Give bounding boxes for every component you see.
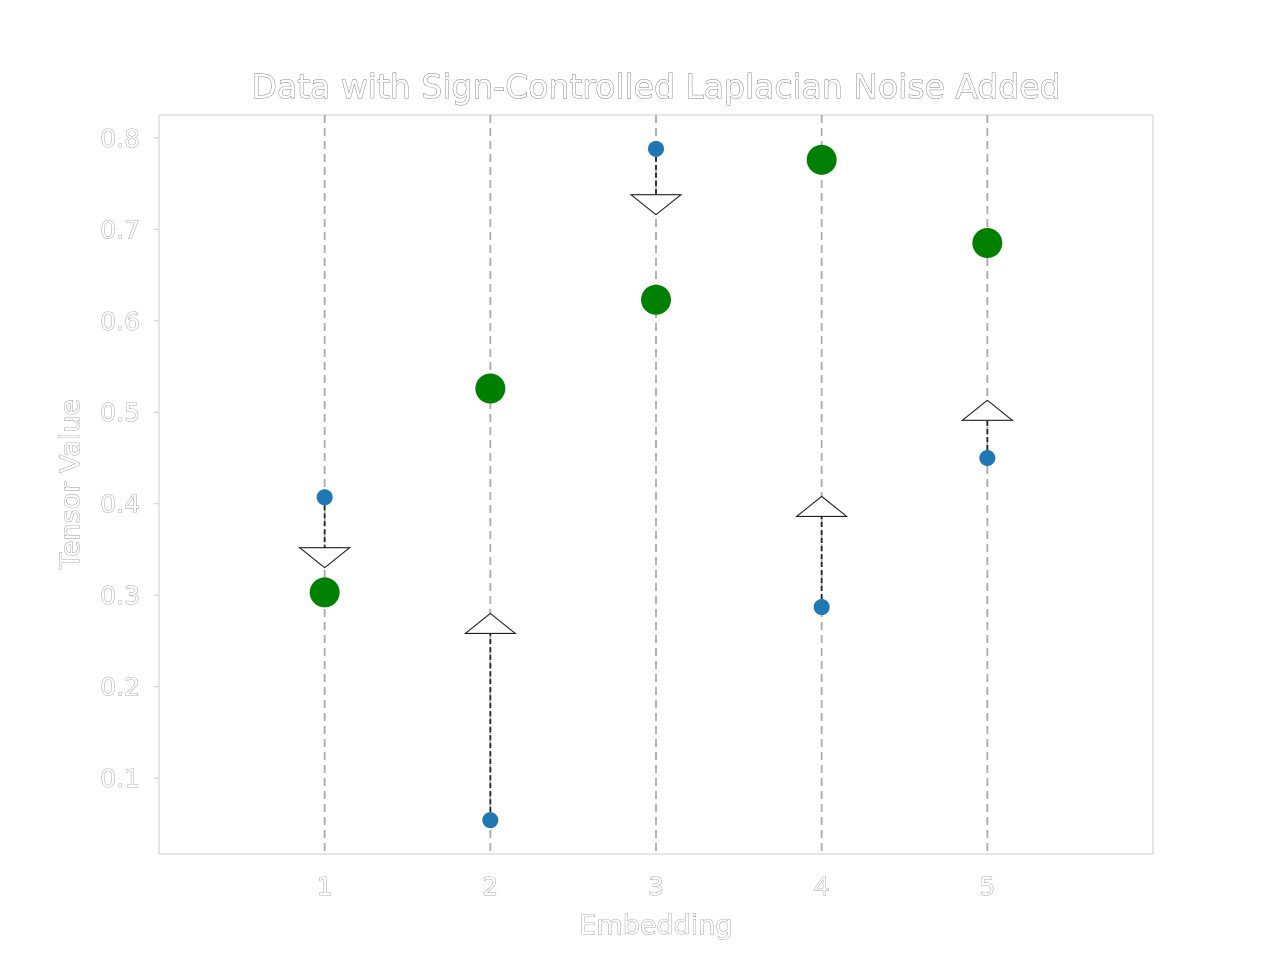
y-tick-label: 0.2	[100, 673, 140, 702]
x-tick-label: 2	[482, 872, 498, 901]
noisy-point	[972, 228, 1003, 259]
noisy-point	[806, 144, 837, 175]
noisy-point	[309, 577, 340, 608]
original-point	[979, 449, 996, 466]
y-tick-label: 0.6	[100, 307, 140, 336]
y-tick-label: 0.4	[100, 490, 140, 519]
y-tick-label: 0.5	[100, 398, 140, 427]
original-point	[316, 489, 333, 506]
arrow-head	[960, 399, 1014, 421]
arrow-head	[629, 194, 683, 216]
x-tick-label: 1	[317, 872, 333, 901]
x-tick-label: 3	[648, 872, 664, 901]
y-tick-label: 0.3	[100, 581, 140, 610]
arrow-head	[463, 612, 517, 635]
original-point	[482, 812, 499, 829]
arrow-head	[795, 495, 849, 517]
original-point	[648, 140, 664, 157]
arrow-head	[298, 547, 352, 569]
data-points	[309, 140, 1003, 829]
y-tick-label: 0.7	[100, 215, 140, 244]
chart-title: Data with Sign-Controlled Laplacian Nois…	[252, 67, 1061, 106]
x-tick-label: 4	[814, 872, 830, 901]
x-axis-label: Embedding	[579, 910, 732, 941]
y-tick-label: 0.1	[100, 764, 140, 793]
original-point	[813, 599, 830, 616]
tick-labels: 1 2 3 4 5 0.1 0.2 0.3 0.4 0.5 0.6 0.7 0.8	[100, 124, 996, 902]
noisy-point	[475, 373, 506, 404]
arrows	[298, 148, 1014, 821]
y-axis-label: Tensor Value	[55, 399, 86, 570]
y-tick-label: 0.8	[100, 124, 140, 153]
x-tick-label: 5	[979, 872, 995, 901]
noisy-point	[641, 284, 671, 315]
